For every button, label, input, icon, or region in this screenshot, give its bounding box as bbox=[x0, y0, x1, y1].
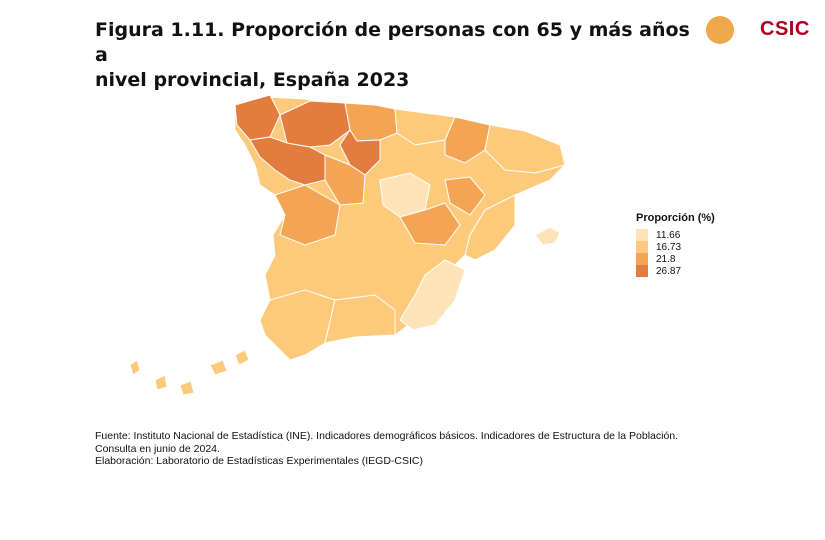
csic-logo: CSIC bbox=[760, 18, 810, 40]
source-note: Fuente: Instituto Nacional de Estadístic… bbox=[95, 430, 795, 468]
canary-island-2 bbox=[154, 374, 168, 391]
province-south-west bbox=[259, 289, 336, 361]
province-coast-east bbox=[464, 194, 516, 261]
province-central-west-2 bbox=[274, 184, 341, 246]
spain-province-map bbox=[129, 94, 566, 396]
province-south-central bbox=[324, 294, 396, 344]
legend-swatch-1 bbox=[636, 229, 648, 241]
figure-title: Figura 1.11. Proporción de personas con … bbox=[95, 18, 695, 93]
province-east-1 bbox=[444, 176, 486, 216]
legend-label-3: 21.8 bbox=[656, 253, 676, 265]
canary-island-4 bbox=[209, 359, 228, 376]
province-ourense bbox=[279, 100, 351, 148]
legend-swatch-2 bbox=[636, 241, 648, 253]
legend-label-1: 11.66 bbox=[656, 229, 681, 241]
legend-item-4: 26.87 bbox=[636, 265, 746, 277]
source-line-1: Fuente: Instituto Nacional de Estadístic… bbox=[95, 430, 679, 442]
canary-island-3 bbox=[179, 380, 195, 396]
province-central-west-1 bbox=[324, 154, 366, 206]
canary-island-5 bbox=[234, 349, 250, 366]
legend-label-2: 16.73 bbox=[656, 241, 682, 253]
source-line-2: Consulta en junio de 2024. bbox=[95, 442, 220, 455]
islands bbox=[129, 226, 561, 396]
balearic-islands bbox=[534, 226, 561, 246]
province-burgos bbox=[339, 129, 381, 176]
logos: CSIC bbox=[700, 14, 820, 48]
legend-item-3: 21.8 bbox=[636, 253, 746, 265]
legend-swatch-4 bbox=[636, 265, 648, 277]
legend-item-2: 16.73 bbox=[636, 241, 746, 253]
ceik-logo bbox=[706, 16, 734, 44]
title-line-2: nivel provincial, España 2023 bbox=[95, 69, 410, 91]
province-northeast bbox=[484, 124, 566, 174]
canary-island-1 bbox=[129, 359, 141, 376]
legend-item-1: 11.66 bbox=[636, 229, 746, 241]
legend-swatch-3 bbox=[636, 253, 648, 265]
province-murcia-alicante bbox=[399, 259, 466, 331]
province-central-east bbox=[399, 202, 461, 246]
peninsula bbox=[234, 94, 566, 361]
legend-label-4: 26.87 bbox=[656, 265, 682, 277]
legend-title: Proporción (%) bbox=[636, 212, 715, 224]
legend: Proporción (%) 11.66 16.73 21.8 26.87 bbox=[636, 212, 746, 277]
source-line-3: Elaboración: Laboratorio de Estadísticas… bbox=[95, 455, 423, 467]
title-line-1: Figura 1.11. Proporción de personas con … bbox=[95, 19, 690, 66]
